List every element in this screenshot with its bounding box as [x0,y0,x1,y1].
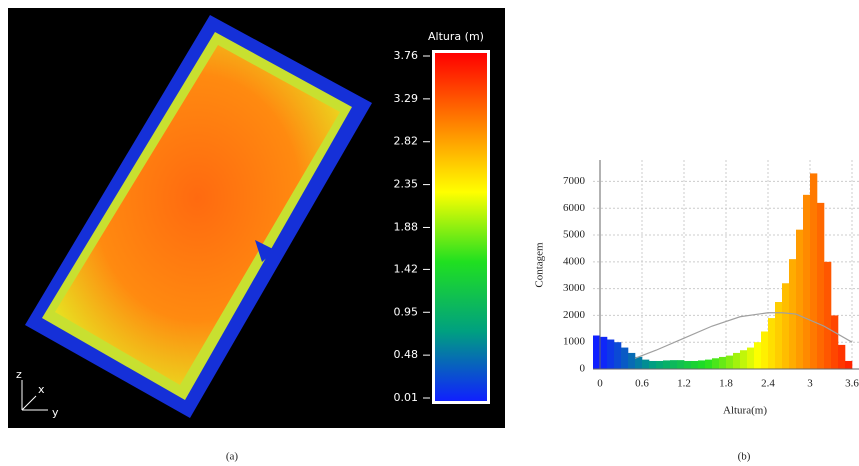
histogram-bar [684,361,691,369]
y-tick-label: 5000 [563,229,586,241]
histogram-bar [719,357,726,369]
axis-label: z [16,368,22,381]
y-tick-label: 3000 [563,282,586,294]
histogram-bar [810,173,817,369]
colorbar-tick-label: 0.95 [394,305,419,318]
histogram-bar [733,353,740,369]
colorbar-tick-label: 1.42 [394,262,419,275]
x-tick-label: 2.4 [761,378,775,390]
colorbar-title: Altura (m) [428,30,484,43]
histogram-bar [705,360,712,369]
histogram-bar [663,360,670,369]
caption: (a) [226,451,239,463]
histogram-bar [845,361,852,369]
y-tick-label: 4000 [563,255,586,267]
colorbar-tick-label: 2.82 [394,135,419,148]
y-tick-label: 2000 [563,309,586,321]
histogram-bar [831,315,838,369]
histogram-bar [607,340,614,369]
axis-label: y [52,406,59,419]
histogram-bar [635,357,642,369]
histogram-bar [621,348,628,369]
histogram-bar [747,348,754,369]
histogram-bar [698,360,705,369]
histogram-bar [761,331,768,369]
histogram-bar [656,361,663,369]
histogram-bar [740,350,747,369]
y-tick-label: 0 [580,363,586,375]
histogram-bar [775,302,782,369]
histogram-bar [670,360,677,369]
x-tick-label: 0 [597,378,603,390]
axis-label: x [38,383,45,396]
histogram-bar [642,360,649,369]
x-tick-label: 1.8 [719,378,733,390]
colorbar-tick-label: 1.88 [394,220,419,233]
x-tick-label: 1.2 [677,378,691,390]
histogram-bar [817,203,824,369]
histogram-plot [593,160,859,369]
histogram-bar [782,283,789,369]
y-tick-label: 6000 [563,202,586,214]
histogram-bar [754,342,761,369]
histogram-bar [593,336,600,369]
histogram-bar [614,342,621,369]
colorbar-tick-label: 0.48 [394,348,419,361]
y-axis-label: Contagem [534,242,546,288]
colorbar-tick-label: 2.35 [394,178,419,191]
histogram-bar [649,361,656,369]
histogram-bar [726,356,733,369]
histogram-bar [600,337,607,369]
colorbar-tick-label: 0.01 [394,391,419,404]
caption: (b) [738,451,751,463]
y-tick-label: 1000 [563,336,586,348]
histogram-bar [628,353,635,369]
y-tick-label: 7000 [563,175,586,187]
x-axis-label: Altura(m) [723,405,767,417]
x-tick-label: 3 [807,378,813,390]
histogram-bar [768,318,775,369]
colorbar-tick-label: 3.76 [394,49,419,62]
histogram-bar [691,361,698,369]
colorbar [435,53,487,401]
colorbar-tick-label: 3.29 [394,92,419,105]
histogram-bar [796,230,803,369]
figure: Altura (m) z x y (a) (b) Altura(m) Conta… [0,0,859,466]
histogram-bar [824,262,831,369]
histogram-bar [838,345,845,369]
x-tick-label: 0.6 [635,378,649,390]
histogram-bar [712,358,719,369]
x-tick-label: 3.6 [845,378,859,390]
histogram-bar [677,360,684,369]
histogram-bar [803,195,810,369]
